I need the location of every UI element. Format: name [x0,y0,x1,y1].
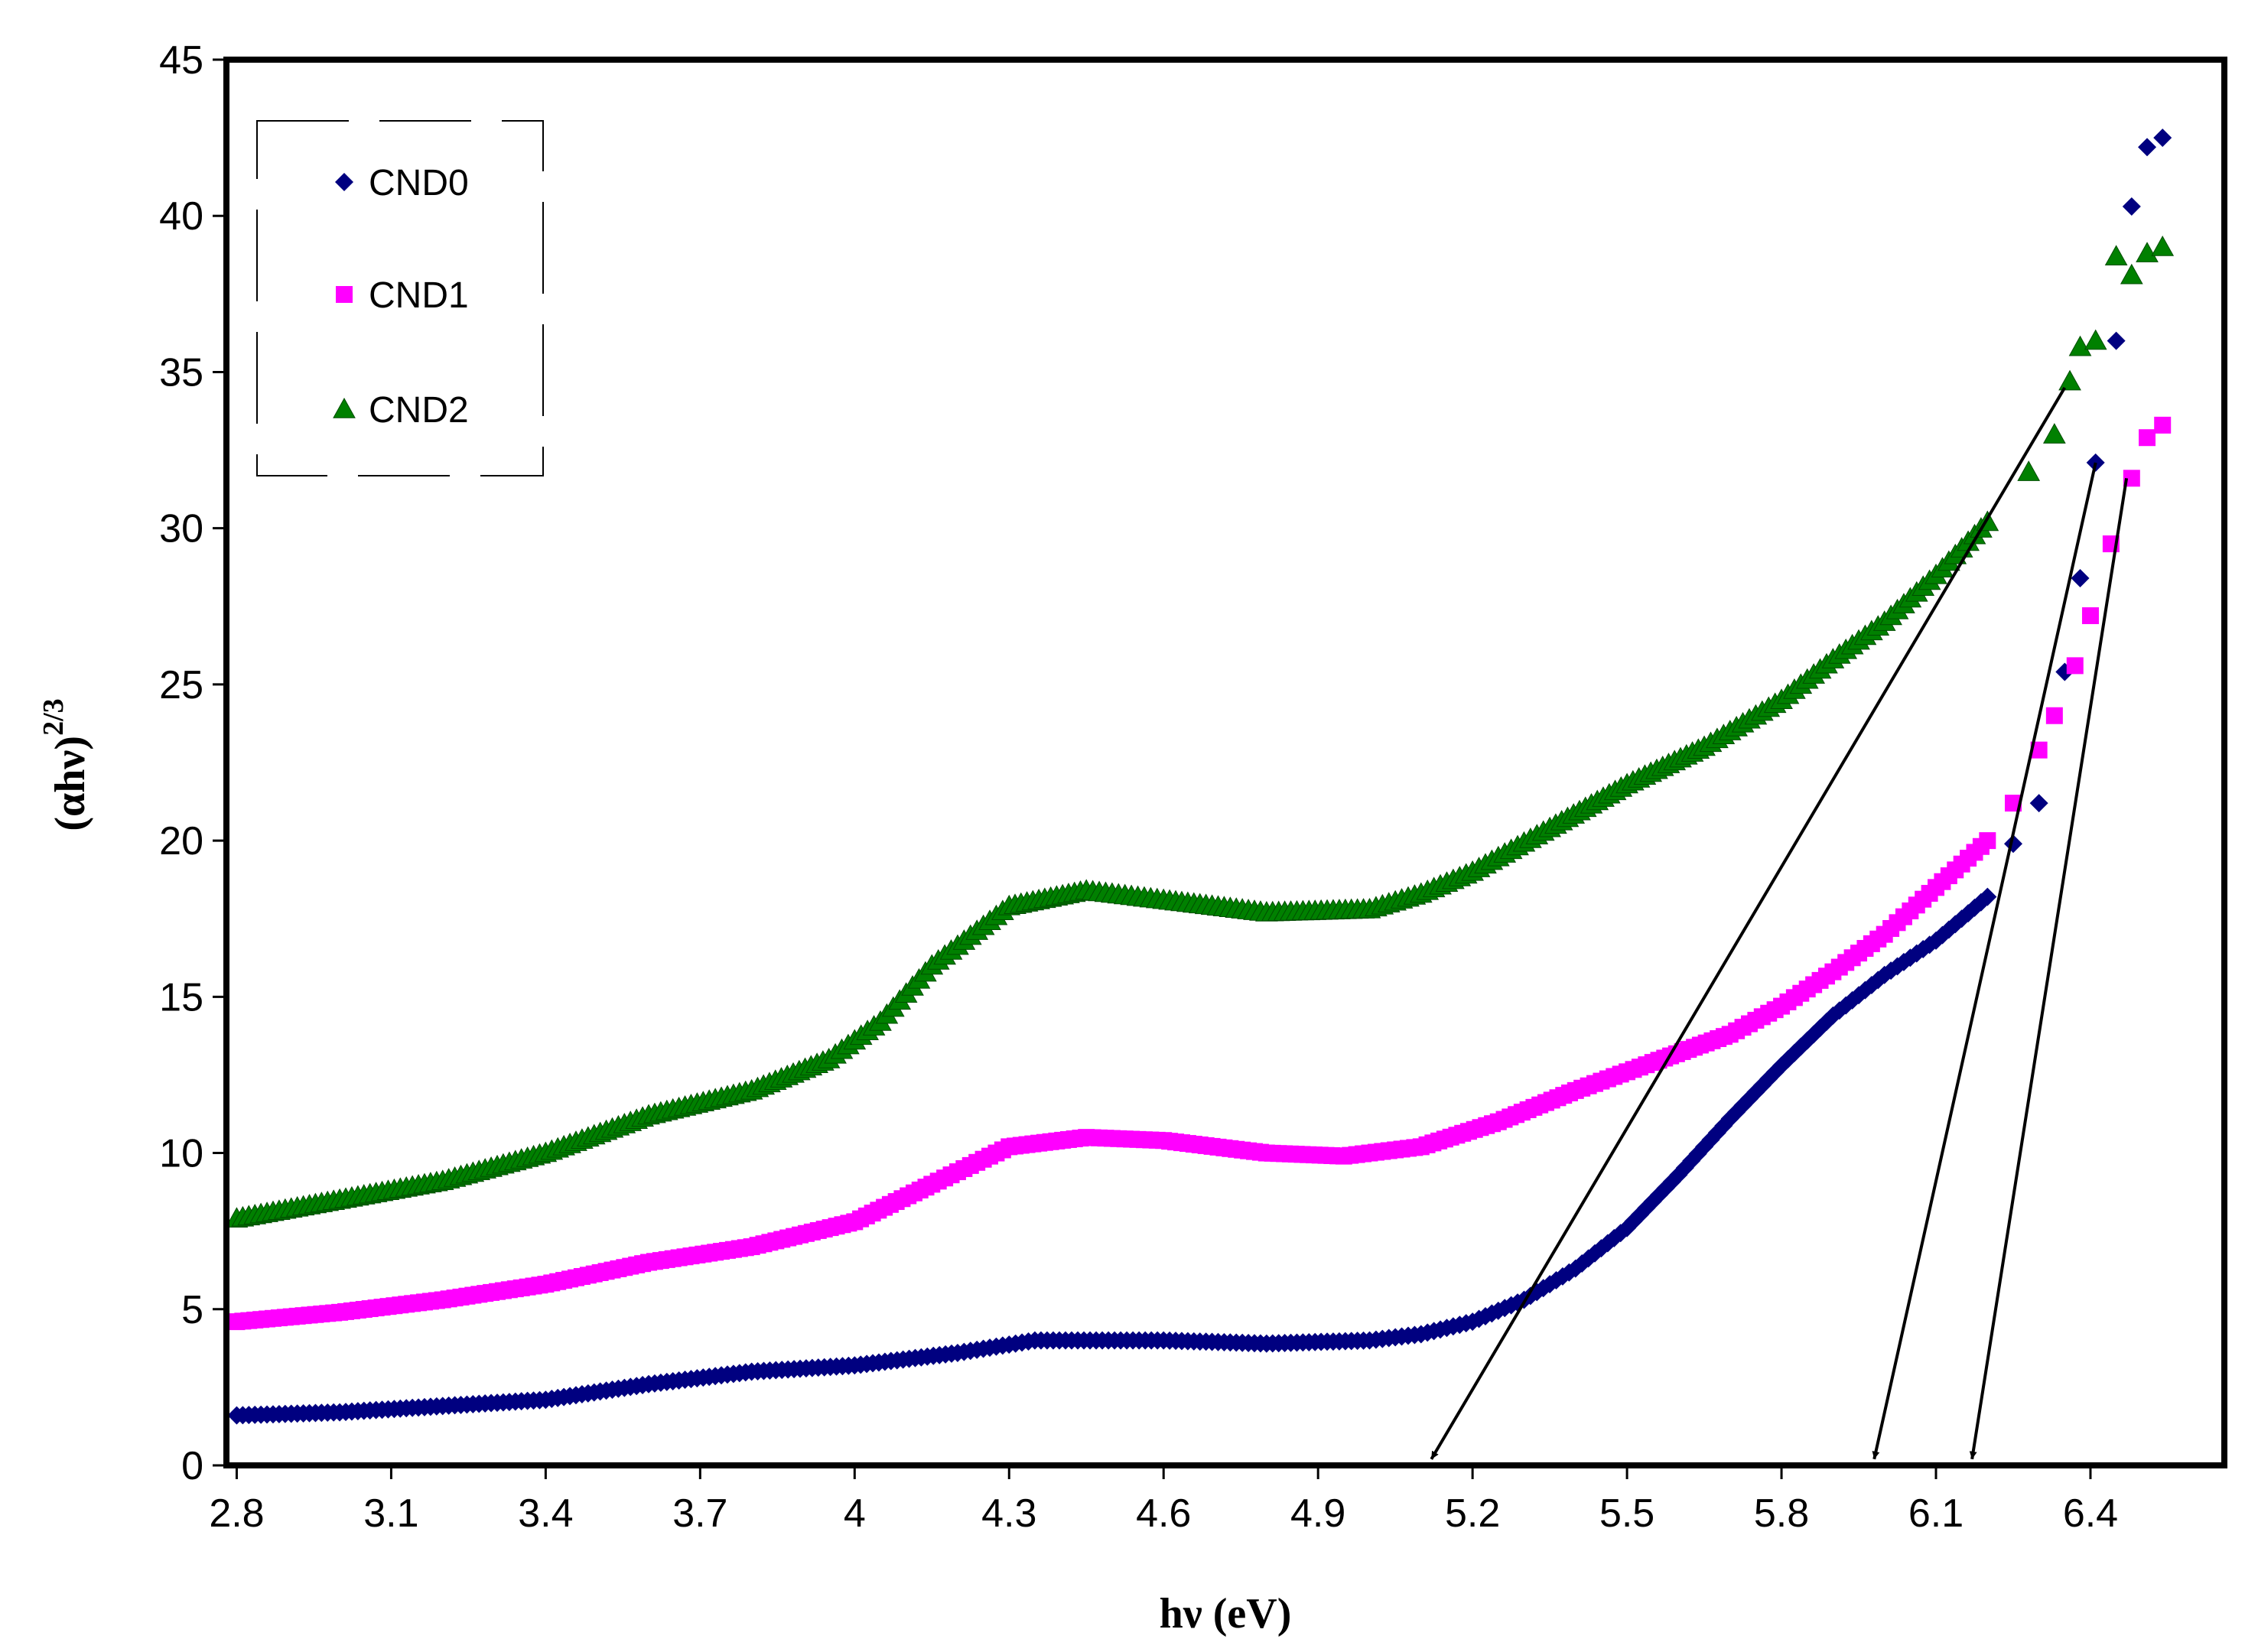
legend-label: CND1 [369,275,469,316]
data-point [2066,657,2084,675]
x-tick-label: 5.5 [1599,1491,1654,1536]
legend-label: CND0 [369,163,469,203]
data-point [2004,795,2022,812]
CND0-fit-arrow [1872,462,2097,1460]
y-tick-label: 30 [159,507,203,551]
data-point [2104,245,2128,266]
x-tick-label: 3.4 [518,1491,573,1536]
legend-marker [335,173,353,191]
data-point [2153,128,2172,148]
data-point [2107,331,2126,350]
data-point [2136,242,2159,262]
y-tick-label: 45 [159,38,203,83]
x-axis-title: hν (eV) [1160,1590,1292,1637]
x-tick-label: 4.9 [1290,1491,1345,1536]
data-point [2139,429,2156,447]
data-point [2029,794,2048,813]
y-tick-label: 40 [159,194,203,239]
x-tick-label: 6.1 [1908,1491,1964,1536]
x-tick-label: 4.3 [981,1491,1036,1536]
data-point [2120,263,2143,285]
x-tick-label: 6.4 [2063,1491,2118,1536]
x-tick-label: 5.2 [1445,1491,1500,1536]
y-tick-label: 20 [159,819,203,863]
plot-area-frame [223,57,2227,1468]
data-point [2045,707,2063,724]
y-tick-label: 0 [181,1444,203,1488]
legend: CND0 CND1 CND2 [256,120,544,476]
x-tick-label: 2.8 [209,1491,264,1536]
CND1-fit-arrow [1969,478,2129,1460]
x-tick-label: 4.6 [1136,1491,1191,1536]
x-tick-label: 3.7 [672,1491,727,1536]
data-point [2081,607,2099,625]
legend-item-cnd2: CND2 [333,390,469,431]
y-axis-title: (αhν)2/3 [37,698,94,831]
data-point [2138,138,2157,157]
data-point [1979,832,1996,850]
series-cnd0 [227,128,2172,1425]
legend-marker [336,286,353,303]
data-point [2122,197,2141,216]
legend-label: CND2 [369,390,469,431]
y-tick-label: 15 [159,975,203,1019]
legend-box [256,120,544,476]
data-point [2017,460,2041,481]
CND2-fit-arrow [1430,386,2067,1460]
y-tick-label: 5 [181,1288,203,1332]
y-tick-label: 10 [159,1132,203,1176]
data-point [2151,236,2175,256]
legend-marker [333,397,356,418]
data-point [2058,369,2081,391]
data-point [2154,416,2172,434]
series-cnd1 [228,416,2172,1331]
legend-item-cnd0: CND0 [335,163,469,203]
data-point [1978,887,1997,906]
x-tick-label: 4 [844,1491,866,1536]
y-tick-label: 25 [159,663,203,707]
x-tick-label: 3.1 [363,1491,418,1536]
data-point [2084,329,2107,350]
data-point [2123,470,2140,487]
y-tick-label: 35 [159,350,203,395]
data-point [2030,741,2048,759]
data-point [2068,335,2092,356]
series-cnd2 [225,236,2175,1228]
x-tick-label: 5.8 [1754,1491,1809,1536]
data-point [2042,423,2066,444]
legend-item-cnd1: CND1 [336,275,469,316]
data-point [2071,569,2090,588]
